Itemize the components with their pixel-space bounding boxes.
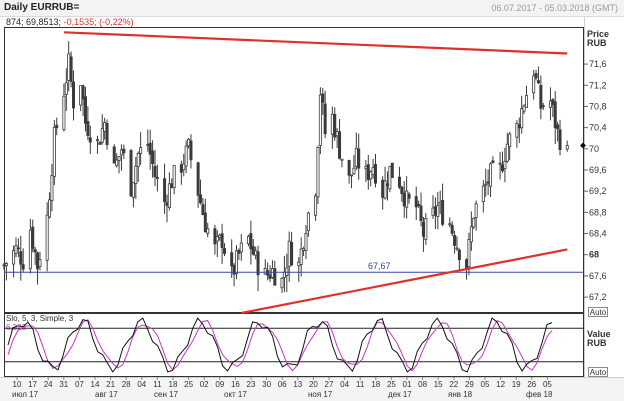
readout-change: -0,1535; (-0,22%): [63, 17, 134, 27]
oscillator-legend-value: 6,323: [6, 323, 27, 332]
price-readout: 874; 69,8513; -0,1535; (-0,22%): [6, 17, 134, 27]
oscillator-axis-title: Value RUB: [587, 330, 611, 348]
price-panel[interactable]: [4, 27, 584, 313]
price-axis-title-line2: RUB: [587, 38, 607, 48]
oscillator-legend-params: Slo, 5, 3, Simple, 3: [6, 314, 74, 323]
price-axis-title: Price RUB: [587, 30, 609, 48]
oscillator-legend: Slo, 5, 3, Simple, 3 6,323: [6, 314, 73, 332]
oscillator-auto-button[interactable]: Auto: [588, 367, 608, 377]
oscillator-panel[interactable]: [4, 313, 584, 377]
oscillator-axis-title-line1: Value: [587, 329, 611, 339]
price-auto-button[interactable]: Auto: [588, 307, 608, 317]
oscillator-axis-title-line2: RUB: [587, 338, 607, 348]
right-axis: [584, 17, 624, 377]
chart-title: Daily EURRUB=: [4, 2, 80, 13]
chart-header: Daily EURRUB= 06.07.2017 - 05.03.2018 (G…: [0, 0, 624, 17]
readout-prefix: 874; 69,8513;: [6, 17, 62, 27]
x-axis: [0, 377, 624, 401]
date-range: 06.07.2017 - 05.03.2018 (GMT): [491, 3, 618, 13]
price-axis-title-line1: Price: [587, 29, 610, 39]
